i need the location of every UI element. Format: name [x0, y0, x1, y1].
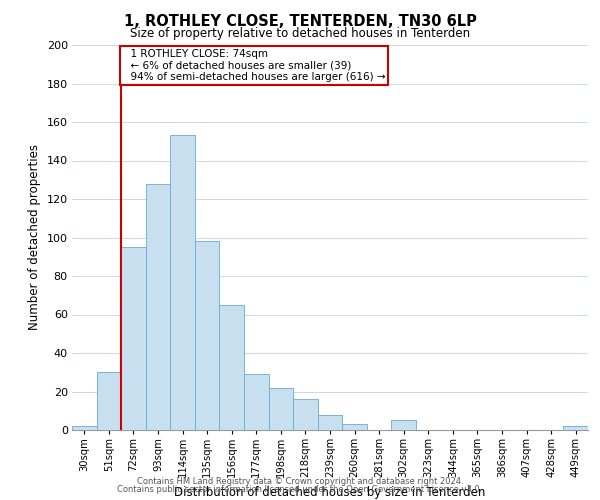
- Bar: [269, 388, 293, 430]
- Text: Size of property relative to detached houses in Tenterden: Size of property relative to detached ho…: [130, 28, 470, 40]
- Bar: [170, 136, 195, 430]
- Bar: [72, 426, 97, 430]
- Bar: [97, 372, 121, 430]
- Bar: [293, 399, 318, 430]
- Bar: [195, 242, 220, 430]
- Bar: [146, 184, 170, 430]
- Text: Contains public sector information licensed under the Open Government Licence v3: Contains public sector information licen…: [118, 485, 482, 494]
- Bar: [391, 420, 416, 430]
- Bar: [318, 414, 342, 430]
- X-axis label: Distribution of detached houses by size in Tenterden: Distribution of detached houses by size …: [175, 486, 485, 498]
- Y-axis label: Number of detached properties: Number of detached properties: [28, 144, 41, 330]
- Text: 1 ROTHLEY CLOSE: 74sqm
  ← 6% of detached houses are smaller (39)
  94% of semi-: 1 ROTHLEY CLOSE: 74sqm ← 6% of detached …: [124, 49, 385, 82]
- Bar: [244, 374, 269, 430]
- Bar: [342, 424, 367, 430]
- Text: Contains HM Land Registry data © Crown copyright and database right 2024.: Contains HM Land Registry data © Crown c…: [137, 477, 463, 486]
- Bar: [121, 247, 146, 430]
- Text: 1, ROTHLEY CLOSE, TENTERDEN, TN30 6LP: 1, ROTHLEY CLOSE, TENTERDEN, TN30 6LP: [124, 14, 476, 29]
- Bar: [220, 305, 244, 430]
- Bar: [563, 426, 588, 430]
